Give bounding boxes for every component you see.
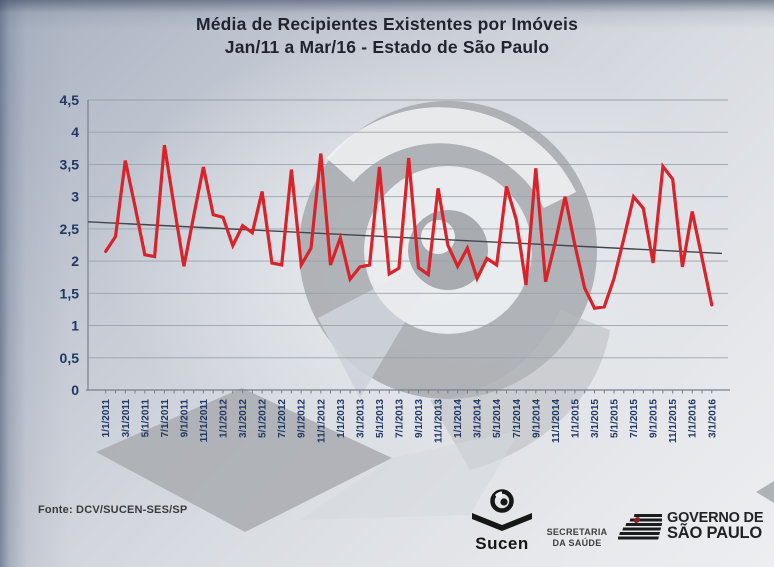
x-tick-label: 3/1/2016: [707, 399, 718, 438]
y-tick-label: 2,5: [60, 221, 80, 237]
x-tick-label: 11/1/2013: [434, 399, 445, 443]
chart-title: Média de Recipientes Existentes por Imóv…: [0, 13, 774, 59]
trend-line: [87, 221, 723, 255]
x-tick-label: 9/1/2014: [531, 399, 542, 438]
x-tick-label: 5/1/2011: [140, 399, 151, 438]
x-tick-label: 11/1/2011: [199, 399, 210, 443]
x-tick-label: 9/1/2013: [414, 399, 425, 438]
governo-sp-logo: GOVERNO DE SÃO PAULO: [618, 510, 764, 543]
y-tick-label: 4: [71, 124, 79, 140]
sucen-logo: Sucen: [458, 489, 546, 554]
x-tick-label: 9/1/2012: [297, 399, 308, 438]
secretaria-line2: DA SAÚDE: [552, 538, 602, 549]
x-tick-label: 5/1/2015: [610, 399, 621, 438]
y-tick-label: 3,5: [60, 156, 80, 172]
x-tick-label: 3/1/2012: [238, 399, 249, 438]
x-tick-label: 3/1/2015: [590, 399, 601, 438]
x-tick-label: 3/1/2014: [473, 399, 484, 438]
x-tick-label: 7/1/2014: [512, 399, 523, 438]
x-tick-label: 9/1/2015: [649, 399, 660, 438]
x-tick-label: 11/1/2012: [316, 399, 327, 443]
chart-title-line1: Média de Recipientes Existentes por Imóv…: [195, 14, 579, 34]
governo-line2: SÃO PAULO: [667, 524, 763, 543]
x-tick-label: 3/1/2013: [355, 399, 366, 438]
secretaria-saude-logo: SECRETARIA DA SAÚDE: [540, 527, 614, 550]
x-tick-label: 9/1/2011: [179, 399, 190, 438]
sp-flag-icon: [618, 514, 662, 540]
sucen-swirl-icon: [472, 489, 532, 531]
governo-sp-text: GOVERNO DE SÃO PAULO: [667, 510, 764, 543]
x-tick-label: 1/1/2011: [101, 399, 112, 438]
y-tick-label: 4,5: [60, 92, 80, 108]
y-tick-label: 3: [71, 189, 79, 205]
y-tick-label: 0: [71, 382, 79, 398]
y-tick-label: 2: [71, 253, 79, 269]
x-tick-label: 1/1/2015: [570, 399, 581, 438]
x-tick-label: 7/1/2015: [629, 399, 640, 438]
x-tick-label: 7/1/2013: [394, 399, 405, 438]
series-line: [104, 144, 714, 310]
secretaria-line1: SECRETARIA: [546, 527, 608, 537]
source-note: Fonte: DCV/SUCEN-SES/SP: [38, 504, 188, 516]
x-tick-label: 5/1/2012: [258, 399, 269, 438]
x-tick-label: 1/1/2013: [336, 399, 347, 438]
x-tick-label: 11/1/2015: [668, 399, 679, 443]
x-tick-label: 11/1/2014: [551, 399, 562, 443]
y-tick-label: 1: [71, 318, 79, 334]
x-tick-label: 7/1/2011: [160, 399, 171, 438]
chart-title-line2: Jan/11 a Mar/16 - Estado de São Paulo: [224, 37, 550, 58]
x-tick-label: 7/1/2012: [277, 399, 288, 438]
y-tick-label: 0,5: [60, 350, 80, 366]
x-tick-label: 1/1/2014: [453, 399, 464, 438]
governo-line1: GOVERNO DE: [667, 510, 764, 527]
sucen-logo-text: Sucen: [475, 534, 529, 553]
x-tick-label: 1/1/2016: [688, 399, 699, 438]
x-tick-label: 3/1/2011: [121, 399, 132, 438]
x-tick-label: 1/1/2012: [219, 399, 230, 438]
y-tick-label: 1,5: [60, 285, 80, 301]
x-tick-label: 5/1/2013: [375, 399, 386, 438]
x-tick-label: 5/1/2014: [492, 399, 503, 438]
